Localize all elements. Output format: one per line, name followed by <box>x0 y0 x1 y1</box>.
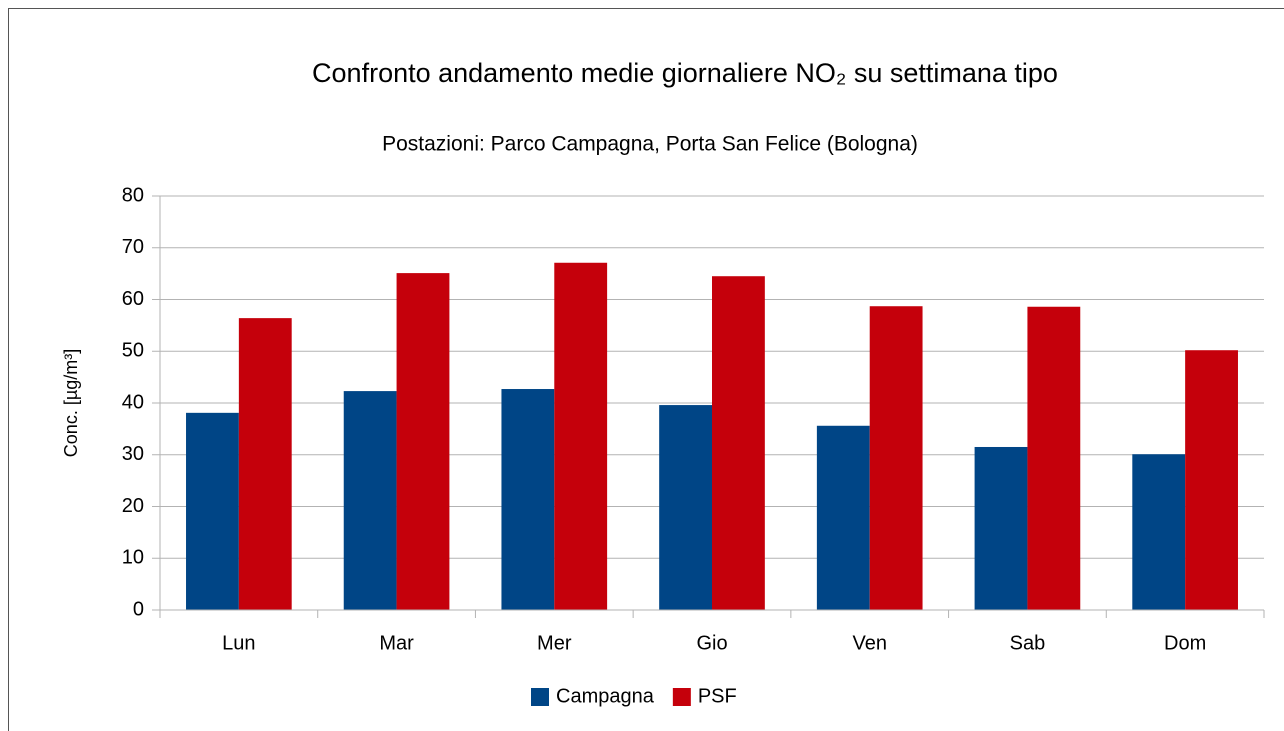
bar <box>974 446 1028 610</box>
x-tick-label: Mer <box>537 632 572 654</box>
bar <box>712 276 765 610</box>
y-tick-label: 80 <box>122 184 144 206</box>
y-tick-label: 60 <box>122 288 144 310</box>
x-tick-label: Sab <box>1010 632 1046 654</box>
x-tick-label: Gio <box>696 632 727 654</box>
y-tick-label: 50 <box>122 340 144 362</box>
x-tick-label: Mar <box>379 632 414 654</box>
bar <box>869 306 923 610</box>
bar <box>1185 350 1238 610</box>
legend-swatch <box>672 688 691 706</box>
bar <box>659 405 712 610</box>
x-tick-label: Dom <box>1164 632 1206 654</box>
y-tick-label: 70 <box>122 236 144 258</box>
y-tick-label: 0 <box>133 598 144 620</box>
bar <box>186 412 239 610</box>
legend-label: Campagna <box>556 685 655 707</box>
bar <box>501 389 555 610</box>
legend-label: PSF <box>698 685 737 707</box>
x-tick-label: Lun <box>222 632 255 654</box>
legend-swatch <box>531 688 549 706</box>
x-tick-label: Ven <box>852 632 886 654</box>
chart-title: Confronto andamento medie giornaliere NO… <box>312 58 1058 88</box>
bar <box>396 273 450 610</box>
chart-frame <box>8 8 1284 731</box>
y-tick-label: 40 <box>122 391 144 413</box>
y-tick-label: 20 <box>122 495 144 517</box>
bar <box>238 318 292 610</box>
chart-subtitle: Postazioni: Parco Campagna, Porta San Fe… <box>382 133 918 156</box>
bar <box>1132 454 1186 610</box>
y-tick-label: 10 <box>122 547 144 569</box>
bar <box>1027 306 1081 610</box>
y-axis-label: Conc. [µg/m³] <box>61 349 81 457</box>
y-tick-label: 30 <box>122 443 144 465</box>
bar <box>343 391 397 610</box>
bar <box>816 425 870 610</box>
bar <box>554 262 608 610</box>
